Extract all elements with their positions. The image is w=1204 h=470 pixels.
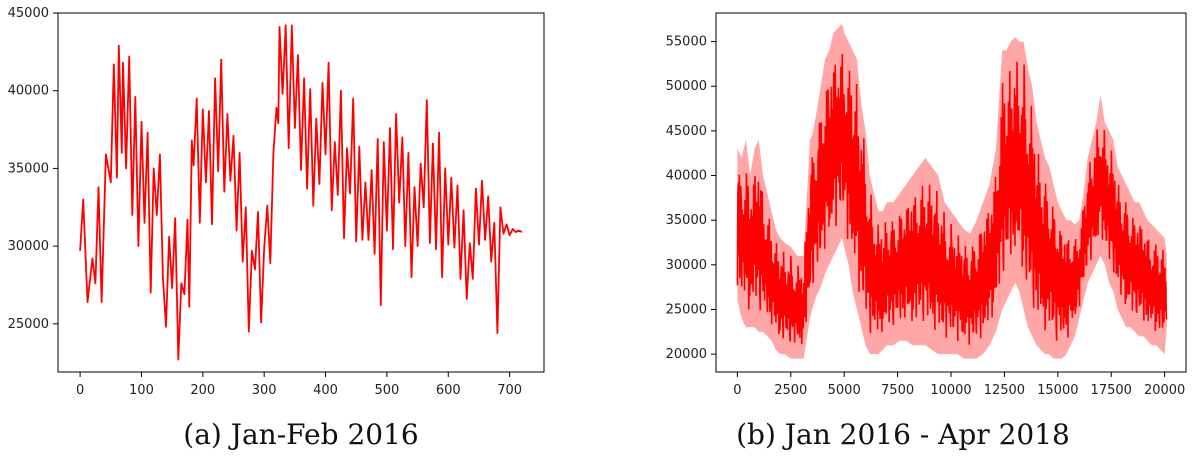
y-tick-label-1: 35000 bbox=[666, 213, 707, 228]
y-tick-label-0: 30000 bbox=[8, 239, 49, 254]
x-tick-label-0: 500 bbox=[374, 383, 399, 398]
x-tick-label-1: 2500 bbox=[774, 383, 807, 398]
x-tick-label-1: 0 bbox=[733, 383, 741, 398]
x-tick-label-0: 300 bbox=[252, 383, 277, 398]
caption-a: (a) Jan-Feb 2016 bbox=[183, 418, 419, 451]
x-tick-label-1: 17500 bbox=[1091, 383, 1132, 398]
x-tick-label-1: 5000 bbox=[828, 383, 861, 398]
series-line-0 bbox=[79, 24, 523, 361]
plot-frame-0 bbox=[57, 12, 545, 373]
x-tick-label-0: 400 bbox=[313, 383, 338, 398]
x-tick-label-0: 600 bbox=[436, 383, 461, 398]
y-tick-label-1: 20000 bbox=[666, 347, 707, 362]
x-tick-label-1: 10000 bbox=[930, 383, 971, 398]
y-tick-label-0: 45000 bbox=[8, 6, 49, 21]
x-tick-label-0: 100 bbox=[129, 383, 154, 398]
chart-panel-b: 0 2500 5000 7500 10000 12500 15000 17500 20000 20… bbox=[602, 0, 1204, 470]
chart-panel-a: 0 100 200 300 400 500 600 700 25000 30000 35000 400… bbox=[8, 6, 545, 451]
y-tick-label-0: 40000 bbox=[8, 84, 49, 99]
x-tick-label-1: 12500 bbox=[984, 383, 1025, 398]
y-tick-label-1: 55000 bbox=[666, 35, 707, 50]
x-tick-label-1: 15000 bbox=[1037, 383, 1078, 398]
chart-a-svg: 0 100 200 300 400 500 600 700 25000 30000 35000 400… bbox=[8, 6, 545, 398]
y-tick-label-1: 30000 bbox=[666, 258, 707, 273]
y-tick-label-1: 50000 bbox=[666, 79, 707, 94]
x-tick-label-0: 700 bbox=[497, 383, 522, 398]
y-tick-label-0: 25000 bbox=[8, 317, 49, 332]
x-tick-label-0: 0 bbox=[76, 383, 84, 398]
y-tick-label-1: 45000 bbox=[666, 124, 707, 139]
caption-b: (b) Jan 2016 - Apr 2018 bbox=[736, 418, 1070, 451]
y-tick-label-0: 35000 bbox=[8, 161, 49, 176]
chart-b-svg: 0 2500 5000 7500 10000 12500 15000 17500 20000 20… bbox=[666, 12, 1187, 398]
x-tick-label-1: 20000 bbox=[1144, 383, 1185, 398]
series-line-1 bbox=[736, 53, 1168, 345]
x-tick-label-1: 7500 bbox=[881, 383, 914, 398]
x-tick-label-0: 200 bbox=[190, 383, 215, 398]
y-tick-label-1: 25000 bbox=[666, 302, 707, 317]
y-tick-label-1: 40000 bbox=[666, 169, 707, 184]
